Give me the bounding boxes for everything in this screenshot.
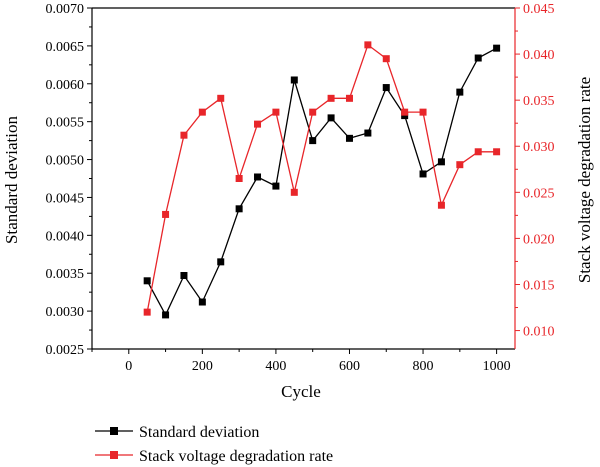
series-stack-voltage-degradation-rate [143, 41, 501, 316]
data-point-standard-deviation [364, 129, 372, 137]
right-y-axis: 0.010 0.015 0.020 0.025 0.030 0.035 0.040 0.045 [515, 2, 555, 340]
left-y-tick-label: 0.0055 [46, 116, 85, 131]
right-y-tick-label: 0.035 [523, 94, 555, 109]
left-y-tick-label: 0.0025 [46, 343, 85, 358]
x-tick-label: 400 [265, 359, 286, 374]
left-y-tick-label: 0.0065 [46, 40, 85, 55]
plot-frame [91, 7, 516, 350]
left-y-tick-label: 0.0035 [46, 267, 85, 282]
data-point-stack-voltage-degradation-rate [327, 94, 335, 102]
data-point-standard-deviation [345, 134, 353, 142]
right-y-tick-label: 0.020 [523, 232, 555, 247]
data-point-stack-voltage-degradation-rate [493, 148, 501, 156]
data-point-stack-voltage-degradation-rate [309, 108, 317, 116]
data-point-standard-deviation [309, 137, 317, 145]
legend-label-standard-deviation: Standard deviation [139, 424, 259, 441]
right-y-tick-label: 0.015 [523, 278, 555, 293]
legend-item-standard-deviation: Standard deviation [95, 424, 259, 441]
data-point-standard-deviation [143, 277, 151, 285]
data-point-standard-deviation [419, 170, 427, 178]
x-tick-label: 600 [339, 359, 360, 374]
legend: Standard deviation Stack voltage degrada… [95, 424, 333, 465]
left-y-tick-label: 0.0050 [46, 154, 85, 169]
right-y-tick-label: 0.010 [523, 325, 555, 340]
data-point-stack-voltage-degradation-rate [437, 201, 445, 209]
data-point-stack-voltage-degradation-rate [364, 41, 372, 49]
left-y-tick-label: 0.0060 [46, 78, 85, 93]
data-point-stack-voltage-degradation-rate [456, 161, 464, 169]
data-point-stack-voltage-degradation-rate [198, 108, 206, 116]
data-point-standard-deviation [456, 88, 464, 96]
legend-marker-stack-voltage-degradation-rate [110, 451, 118, 459]
legend-item-stack-voltage-degradation-rate: Stack voltage degradation rate [95, 448, 333, 465]
legend-label-stack-voltage-degradation-rate: Stack voltage degradation rate [139, 448, 333, 465]
data-point-stack-voltage-degradation-rate [180, 131, 188, 139]
data-point-standard-deviation [217, 258, 225, 266]
data-point-stack-voltage-degradation-rate [217, 94, 225, 102]
data-point-standard-deviation [493, 44, 501, 52]
data-point-stack-voltage-degradation-rate [254, 120, 262, 128]
right-y-tick-label: 0.030 [523, 140, 555, 155]
data-point-stack-voltage-degradation-rate [401, 108, 409, 116]
data-point-stack-voltage-degradation-rate [143, 308, 151, 316]
left-y-axis-title: Standard deviation [2, 116, 21, 244]
data-point-stack-voltage-degradation-rate [419, 108, 427, 116]
x-tick-label: 200 [192, 359, 213, 374]
data-point-standard-deviation [162, 311, 170, 319]
data-point-stack-voltage-degradation-rate [345, 94, 353, 102]
data-point-stack-voltage-degradation-rate [290, 188, 298, 196]
data-point-standard-deviation [327, 114, 335, 122]
x-tick-label: 1000 [483, 359, 511, 374]
left-y-tick-label: 0.0030 [46, 305, 85, 320]
series-standard-deviation [143, 44, 501, 319]
x-tick-label: 0 [125, 359, 132, 374]
x-axis: 0 200 400 600 800 1000 [91, 349, 511, 374]
data-point-standard-deviation [474, 54, 482, 62]
x-axis-title: Cycle [281, 382, 321, 401]
data-point-standard-deviation [382, 84, 390, 92]
data-point-standard-deviation [437, 158, 445, 166]
data-point-stack-voltage-degradation-rate [474, 148, 482, 156]
left-y-tick-label: 0.0070 [46, 2, 85, 17]
x-tick-label: 800 [413, 359, 434, 374]
data-point-standard-deviation [290, 76, 298, 84]
series-layer [143, 41, 501, 319]
data-point-standard-deviation [180, 271, 188, 279]
series-line-standard-deviation [146, 47, 497, 317]
right-y-axis-title: Stack voltage degradation rate [575, 77, 594, 283]
right-y-tick-label: 0.045 [523, 2, 555, 17]
data-point-standard-deviation [198, 298, 206, 306]
data-point-standard-deviation [235, 205, 243, 213]
data-point-stack-voltage-degradation-rate [162, 210, 170, 218]
data-point-standard-deviation [272, 182, 280, 190]
left-y-tick-label: 0.0040 [46, 229, 85, 244]
data-point-stack-voltage-degradation-rate [272, 108, 280, 116]
right-y-tick-label: 0.040 [523, 48, 555, 63]
left-y-axis: 0.0025 0.0030 0.0035 0.0040 0.0045 0.0050 0.00… [46, 2, 92, 358]
data-point-stack-voltage-degradation-rate [235, 175, 243, 182]
series-line-stack-voltage-degradation-rate [146, 43, 497, 313]
right-y-tick-label: 0.025 [523, 186, 555, 201]
legend-marker-standard-deviation [110, 427, 118, 435]
data-point-stack-voltage-degradation-rate [382, 55, 390, 63]
left-y-tick-label: 0.0045 [46, 191, 85, 206]
data-point-standard-deviation [254, 173, 262, 181]
